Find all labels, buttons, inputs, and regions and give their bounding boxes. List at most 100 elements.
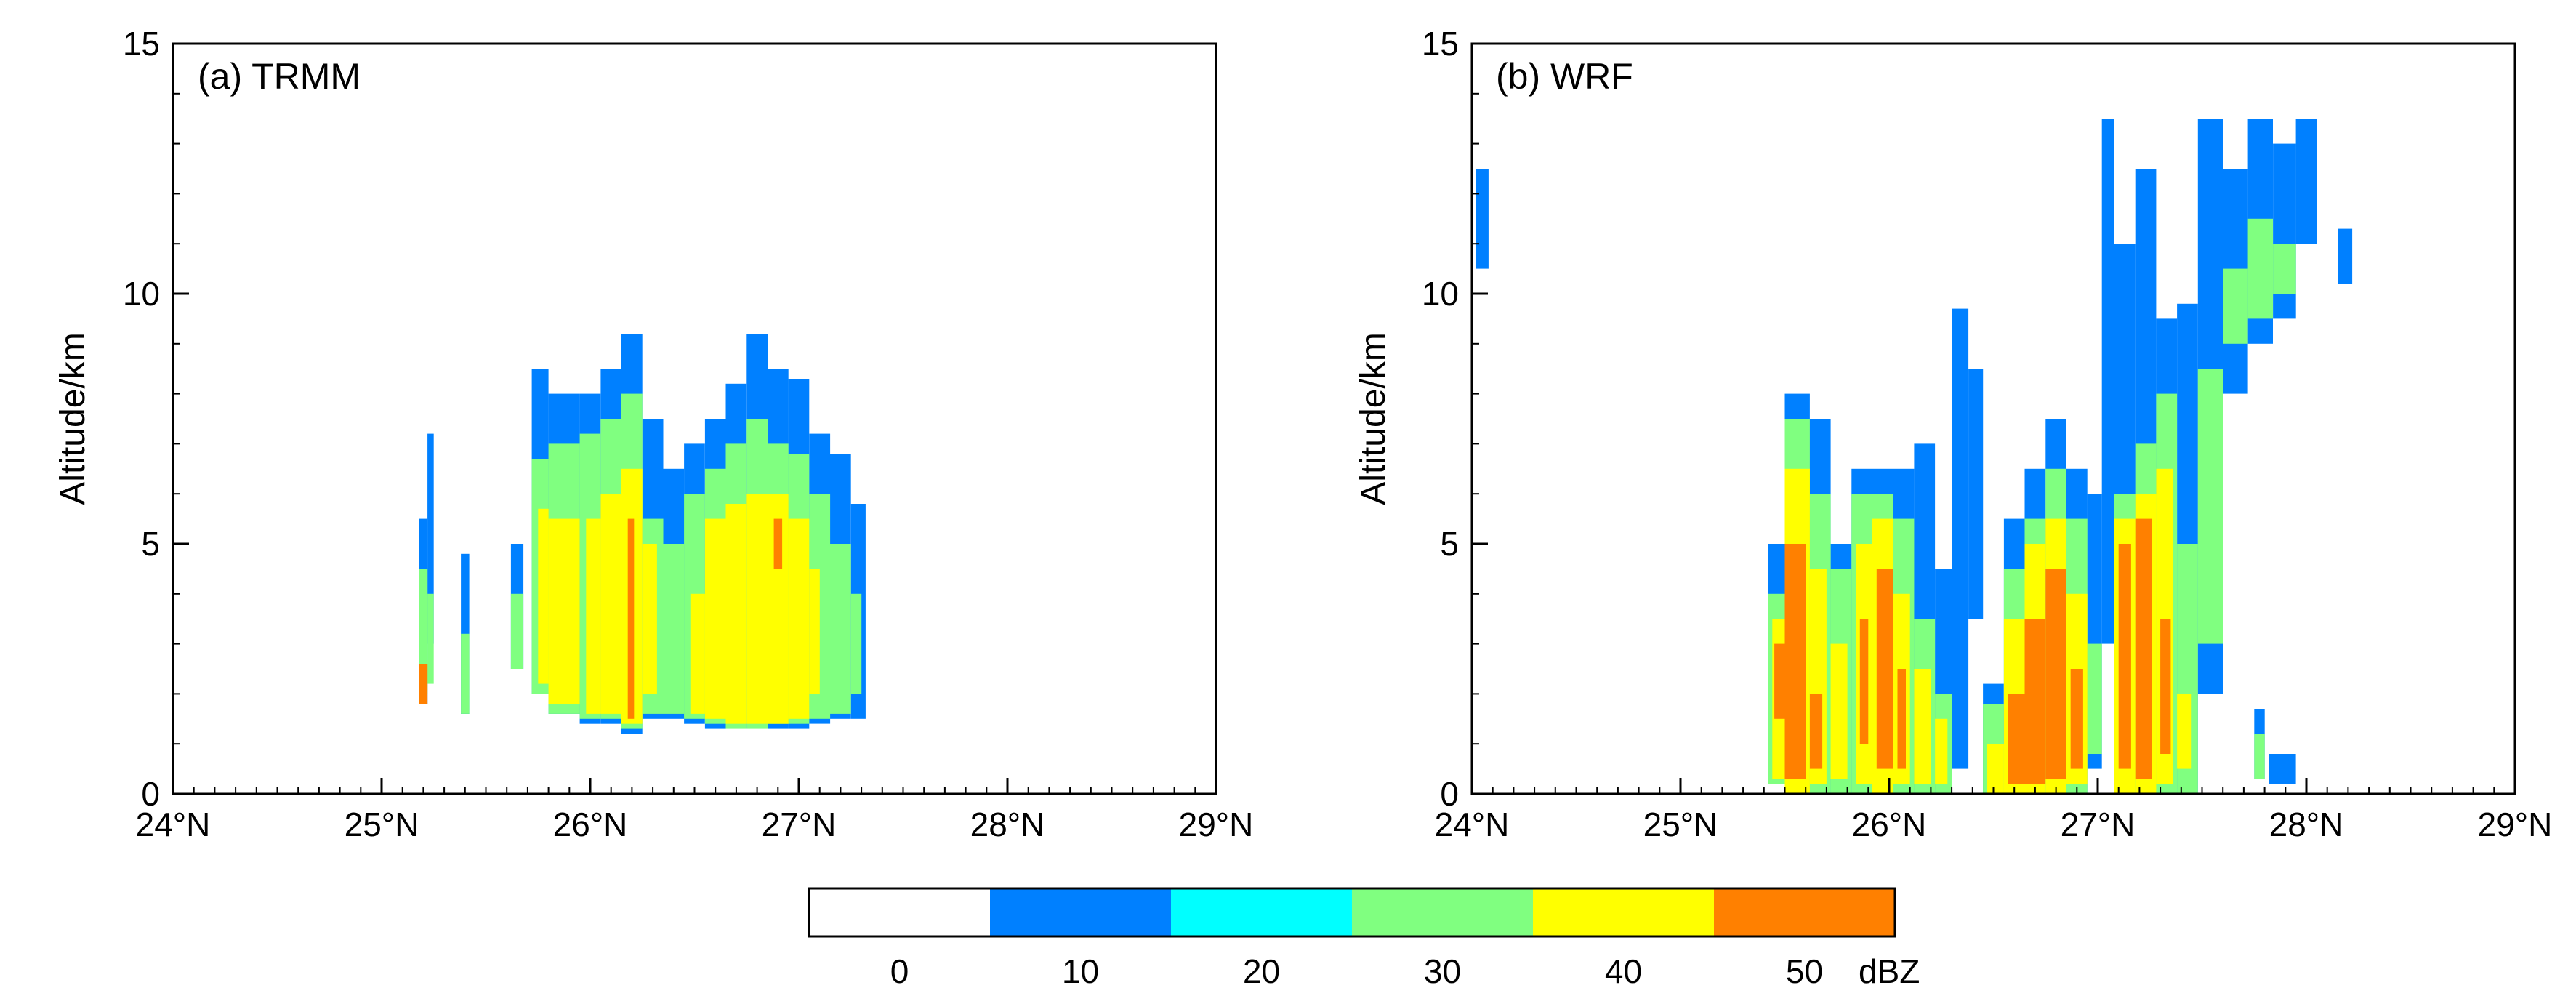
tick-marks-a <box>172 42 1217 795</box>
reflectivity-cell <box>548 518 580 704</box>
reflectivity-cell <box>2008 694 2025 784</box>
x-tick-label: 29°N <box>1179 806 1254 843</box>
reflectivity-cell <box>663 544 685 714</box>
y-axis-title-b: Altitude/km <box>1354 332 1393 505</box>
reflectivity-cell <box>2135 518 2152 779</box>
reflectivity-cell <box>830 544 851 714</box>
y-tick-label: 10 <box>1422 275 1459 313</box>
colorbar-frame <box>808 887 1896 938</box>
y-tick-label: 0 <box>1440 775 1459 813</box>
reflectivity-cell <box>538 508 549 684</box>
y-tick-label: 15 <box>1422 25 1459 63</box>
reflectivity-cell <box>1876 569 1893 769</box>
reflectivity-cell <box>1935 718 1948 784</box>
x-tick-label: 27°N <box>762 806 837 843</box>
colorbar-swatch <box>1533 888 1714 936</box>
reflectivity-cell <box>419 569 428 694</box>
reflectivity-cell <box>2247 218 2273 319</box>
reflectivity-cell <box>1809 694 1823 769</box>
colorbar-swatches <box>809 888 1895 936</box>
reflectivity-cell <box>2087 643 2102 754</box>
x-tick-label: 25°N <box>345 806 419 843</box>
reflectivity-cell <box>2295 119 2317 244</box>
reflectivity-cell <box>1830 643 1848 779</box>
y-tick-label: 10 <box>123 275 160 313</box>
reflectivity-cell <box>2177 694 2192 769</box>
panel-label-b: (b) WRF <box>1496 56 1633 97</box>
reflectivity-cell <box>809 569 820 694</box>
reflectivity-cells-b <box>1476 119 2353 794</box>
reflectivity-cell <box>690 593 705 714</box>
reflectivity-cell <box>510 593 524 669</box>
panel-a-trmm: (a) TRMM Altitude/km 24°N 25°N 26°N 27°N 28°… <box>54 25 1253 843</box>
x-tick-label: 26°N <box>553 806 628 843</box>
reflectivity-cell <box>2254 734 2265 779</box>
y-tick-label: 0 <box>141 775 160 813</box>
reflectivity-cell <box>1987 744 2004 794</box>
reflectivity-cell <box>2269 754 2296 784</box>
colorbar-label: 50 <box>1786 952 1823 990</box>
reflectivity-cell <box>2273 244 2296 294</box>
reflectivity-cell <box>1859 619 1869 744</box>
reflectivity-cell <box>2338 228 2353 284</box>
y-axis-title-a: Altitude/km <box>54 332 92 505</box>
colorbar-swatch <box>1171 888 1352 936</box>
colorbar: 0 10 20 30 40 50 dBZ <box>808 887 1920 990</box>
reflectivity-cell <box>427 433 434 644</box>
reflectivity-cell <box>746 494 768 724</box>
y-tick-labels-b: 0 5 10 15 <box>1422 25 1459 813</box>
colorbar-swatch <box>1352 888 1533 936</box>
colorbar-swatch <box>990 888 1171 936</box>
colorbar-swatch <box>1714 888 1895 936</box>
colorbar-swatch <box>809 888 990 936</box>
reflectivity-cell <box>2197 369 2223 644</box>
reflectivity-cell <box>627 518 635 719</box>
reflectivity-cell <box>725 504 747 724</box>
reflectivity-cells-a <box>419 334 866 734</box>
colorbar-labels: 0 10 20 30 40 50 <box>890 952 1823 990</box>
reflectivity-cell <box>773 518 783 569</box>
reflectivity-cell <box>642 544 657 694</box>
reflectivity-cell <box>1952 308 1969 769</box>
reflectivity-cell <box>2223 268 2248 344</box>
x-tick-label: 27°N <box>2061 806 2136 843</box>
reflectivity-cell <box>704 518 726 719</box>
reflectivity-cell <box>1914 669 1931 784</box>
plot-frame-b <box>1470 42 2516 795</box>
reflectivity-cell <box>2101 119 2114 644</box>
reflectivity-cell <box>1476 169 1489 269</box>
reflectivity-cell <box>2045 569 2066 779</box>
reflectivity-cell <box>461 633 470 714</box>
colorbar-label: 30 <box>1424 952 1461 990</box>
reflectivity-cell <box>1774 643 1785 719</box>
reflectivity-cell <box>788 518 810 719</box>
y-tick-label: 5 <box>141 525 160 563</box>
y-tick-labels-a: 0 5 10 15 <box>123 25 160 813</box>
colorbar-label: 40 <box>1605 952 1642 990</box>
reflectivity-cell <box>1784 544 1806 779</box>
tick-marks-b <box>1470 42 2516 795</box>
x-tick-label: 25°N <box>1643 806 1718 843</box>
x-tick-label: 24°N <box>136 806 211 843</box>
reflectivity-cell <box>1897 669 1906 769</box>
reflectivity-cell <box>850 593 862 694</box>
panel-label-a: (a) TRMM <box>198 56 361 97</box>
reflectivity-cell <box>419 664 428 704</box>
x-tick-label: 28°N <box>2269 806 2344 843</box>
x-tick-label: 29°N <box>2478 806 2553 843</box>
reflectivity-cell <box>586 518 601 714</box>
reflectivity-cell <box>2024 619 2046 784</box>
colorbar-label: 0 <box>890 952 909 990</box>
x-tick-label: 26°N <box>1852 806 1927 843</box>
reflectivity-cell <box>427 593 434 684</box>
reflectivity-cell <box>2160 619 2171 754</box>
x-tick-label: 28°N <box>970 806 1045 843</box>
x-tick-label: 24°N <box>1435 806 1510 843</box>
reflectivity-cell <box>2070 669 2083 769</box>
reflectivity-cell <box>2118 544 2131 769</box>
y-tick-label: 5 <box>1440 525 1459 563</box>
x-tick-labels-a: 24°N 25°N 26°N 27°N 28°N 29°N <box>136 806 1254 843</box>
panel-b-wrf: (b) WRF Altitude/km 24°N 25°N 26°N 27°N 28°N… <box>1354 25 2552 843</box>
y-tick-label: 15 <box>123 25 160 63</box>
